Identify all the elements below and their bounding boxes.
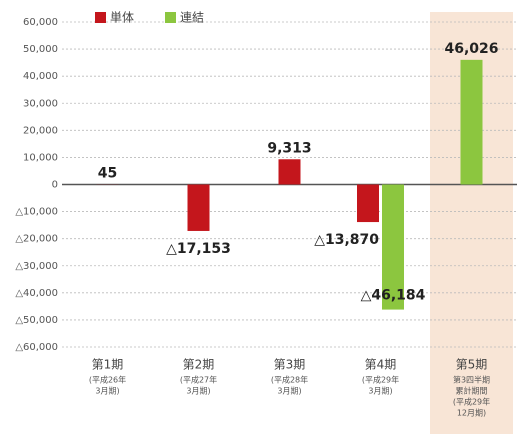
x-tick-note: 3月期) [186,387,210,396]
legend-label: 単体 [110,11,134,25]
x-tick-note: (平成29年 [453,397,490,407]
value-label: △13,870 [314,232,379,248]
x-tick-note: (平成27年 [180,375,217,385]
y-tick-label: △30,000 [15,261,58,272]
x-tick-note: 3月期) [368,387,392,396]
x-tick-label: 第5期 [456,358,488,372]
x-tick-label: 第1期 [92,358,124,372]
y-tick-label: 50,000 [23,44,58,55]
value-label: △46,184 [361,288,426,304]
y-tick-label: 60,000 [23,17,58,28]
x-tick-note: 3月期) [277,387,301,396]
y-tick-label: 0 [52,180,58,191]
value-label: 9,313 [267,140,311,156]
x-tick-note: (平成29年 [362,375,399,385]
value-label: 46,026 [444,41,498,57]
bar [460,59,483,185]
y-tick-label: △10,000 [15,207,58,218]
bar [187,184,210,231]
y-tick-label: △20,000 [15,234,58,245]
y-tick-label: △40,000 [15,288,58,299]
y-tick-label: △50,000 [15,315,58,326]
legend-swatch [95,12,106,23]
x-tick-note: 累計期間 [456,386,488,396]
x-tick-note: 3月期) [95,387,119,396]
bar [357,184,379,223]
x-tick-label: 第3期 [274,358,306,372]
x-tick-label: 第2期 [183,358,215,372]
y-tick-label: 30,000 [23,98,58,109]
x-tick-note: (平成26年 [89,375,126,385]
y-tick-label: △60,000 [15,342,58,353]
value-label: △17,153 [166,241,231,257]
x-tick-note: 12月期) [457,409,486,418]
x-tick-note: (平成28年 [271,375,308,385]
legend-swatch [165,12,176,23]
bar [278,159,301,185]
bar [382,184,404,310]
y-tick-label: 20,000 [23,125,58,136]
legend-label: 連結 [180,11,204,25]
x-tick-note: 第3四半期 [453,375,490,385]
y-tick-label: 10,000 [23,152,58,163]
value-label: 45 [98,165,117,181]
x-tick-label: 第4期 [365,358,397,372]
y-tick-label: 40,000 [23,71,58,82]
